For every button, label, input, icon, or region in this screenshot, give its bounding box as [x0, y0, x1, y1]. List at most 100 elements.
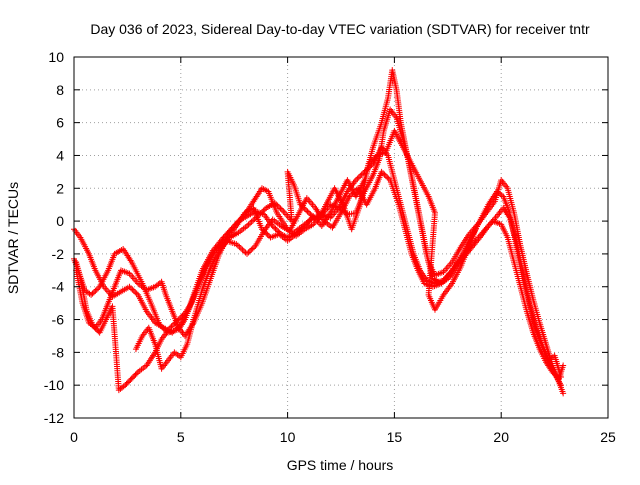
data-point: [240, 248, 247, 255]
y-axis-label: SDTVAR / TECUs: [5, 182, 21, 294]
data-point: [129, 374, 136, 381]
data-point: [355, 174, 362, 181]
data-point: [130, 287, 137, 294]
data-point: [276, 229, 283, 236]
chart-title: Day 036 of 2023, Sidereal Day-to-day VTE…: [90, 21, 590, 37]
y-tick-label: -4: [52, 279, 65, 295]
x-tick-label: 25: [600, 429, 616, 445]
y-tick-label: 8: [56, 82, 64, 98]
data-point: [297, 201, 304, 208]
data-point: [308, 212, 315, 219]
data-point: [346, 193, 353, 200]
data-points: [71, 67, 567, 397]
data-point: [174, 317, 181, 324]
data-point: [89, 290, 96, 297]
y-tick-labels: -12 -10 -8 -6 -4 -2 0 2 4 6 8 10: [44, 49, 64, 426]
data-point: [179, 312, 186, 319]
data-point: [273, 227, 280, 234]
data-point: [271, 224, 278, 231]
data-point: [126, 378, 133, 385]
grid-lines: [74, 57, 608, 418]
data-point: [176, 315, 183, 322]
data-series: [132, 127, 479, 372]
data-point: [382, 172, 389, 179]
data-point: [236, 243, 243, 250]
y-tick-label: 4: [56, 147, 64, 163]
data-point: [380, 170, 387, 177]
data-point: [385, 175, 392, 182]
data-series: [73, 106, 567, 397]
data-point: [258, 226, 265, 233]
data-point: [237, 245, 244, 252]
data-point: [244, 250, 251, 257]
data-series: [73, 67, 565, 380]
data-point: [300, 204, 307, 211]
x-tick-label: 0: [70, 429, 78, 445]
data-point: [358, 171, 365, 178]
data-point: [365, 160, 372, 167]
data-point: [372, 153, 379, 160]
data-point: [298, 203, 305, 210]
data-point: [178, 313, 185, 320]
data-point: [304, 208, 311, 215]
data-point: [368, 157, 375, 164]
data-point: [472, 226, 479, 233]
data-point: [132, 371, 139, 378]
data-point: [370, 156, 377, 163]
x-axis-label: GPS time / hours: [287, 457, 394, 473]
y-tick-label: 10: [48, 49, 64, 65]
data-point: [127, 376, 134, 383]
y-tick-label: -2: [52, 246, 65, 262]
data-point: [249, 245, 256, 252]
data-point: [92, 325, 99, 332]
data-point: [354, 175, 361, 182]
data-series: [71, 144, 565, 389]
data-point: [303, 207, 310, 214]
data-point: [269, 223, 276, 230]
data-point: [277, 205, 284, 212]
data-point: [128, 375, 135, 382]
data-point: [384, 174, 391, 181]
data-point: [123, 380, 130, 387]
x-tick-label: 10: [280, 429, 296, 445]
data-point: [305, 209, 312, 216]
data-point: [256, 211, 263, 218]
data-point: [558, 373, 565, 380]
data-point: [248, 246, 255, 253]
data-point: [276, 204, 283, 211]
data-point: [93, 286, 100, 293]
data-point: [169, 329, 176, 336]
y-tick-label: -6: [52, 312, 65, 328]
data-point: [367, 159, 374, 166]
data-point: [88, 291, 95, 298]
data-point: [260, 207, 267, 214]
y-tick-label: 0: [56, 213, 64, 229]
data-point: [90, 289, 97, 296]
data-point: [175, 316, 182, 323]
data-point: [257, 210, 264, 217]
y-tick-label: -10: [44, 377, 64, 393]
y-tick-label: 6: [56, 115, 64, 131]
data-point: [381, 171, 388, 178]
data-point: [307, 211, 314, 218]
data-point: [275, 228, 282, 235]
data-point: [261, 229, 268, 236]
data-point: [92, 287, 99, 294]
data-point: [251, 244, 258, 251]
data-point: [273, 201, 280, 208]
data-point: [261, 206, 268, 213]
data-point: [131, 372, 138, 379]
data-point: [239, 246, 246, 253]
data-point: [271, 200, 278, 207]
y-tick-label: -12: [44, 410, 64, 426]
data-point: [560, 362, 567, 369]
data-point: [247, 220, 254, 227]
data-point: [90, 323, 97, 330]
data-point: [246, 248, 253, 255]
data-point: [272, 225, 279, 232]
data-point: [311, 215, 318, 222]
data-point: [94, 327, 101, 334]
data-point: [254, 213, 261, 220]
x-tick-label: 5: [177, 429, 185, 445]
